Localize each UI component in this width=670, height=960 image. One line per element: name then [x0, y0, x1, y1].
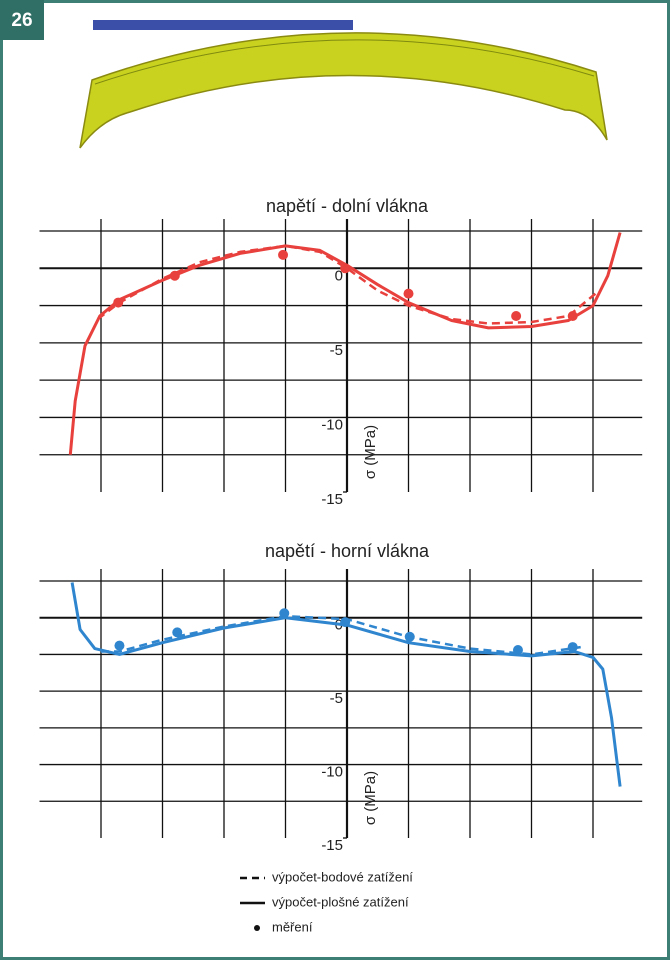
data-point: [513, 645, 523, 655]
data-point: [511, 311, 521, 321]
data-point: [568, 642, 578, 652]
data-point: [113, 298, 123, 308]
figure-number: 26: [11, 10, 32, 31]
data-point: [340, 617, 350, 627]
y-tick-label: -15: [321, 491, 343, 508]
legend-swatch: [254, 925, 260, 931]
y-tick-label: -5: [330, 342, 343, 359]
legend-label: výpočet-plošné zatížení: [272, 894, 409, 909]
legend-label: výpočet-bodové zatížení: [272, 869, 413, 884]
y-axis-label: σ (MPa): [362, 771, 379, 825]
data-point: [278, 250, 288, 260]
data-point: [114, 641, 124, 651]
data-point: [404, 289, 414, 299]
figure: 26 výpočet-bodové zatížení výpočet-plošn…: [0, 0, 670, 960]
data-point: [170, 271, 180, 281]
data-point: [279, 608, 289, 618]
chart-title: napětí - horní vlákna: [265, 541, 430, 561]
y-axis-label: σ (MPa): [362, 425, 379, 479]
y-tick-label: -10: [321, 764, 343, 781]
y-tick-label: -5: [330, 690, 343, 707]
data-point: [405, 632, 415, 642]
data-point: [568, 311, 578, 321]
data-point: [340, 263, 350, 273]
data-point: [172, 627, 182, 637]
y-tick-label: -15: [321, 837, 343, 854]
legend-label: měření: [272, 919, 313, 934]
y-tick-label: -10: [321, 416, 343, 433]
chart-title: napětí - dolní vlákna: [266, 196, 429, 216]
load-bar: [93, 20, 353, 30]
